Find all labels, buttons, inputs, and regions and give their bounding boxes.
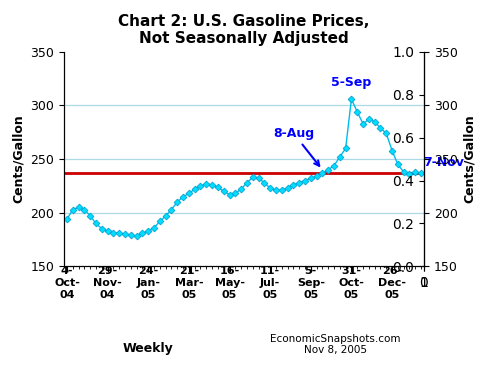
Text: 26-
Dec-
05: 26- Dec- 05 — [378, 266, 406, 300]
Y-axis label: Cents/Gallon: Cents/Gallon — [463, 115, 476, 204]
Y-axis label: Cents/Gallon: Cents/Gallon — [12, 115, 25, 204]
Text: EconomicSnapshots.com
Nov 8, 2005: EconomicSnapshots.com Nov 8, 2005 — [270, 334, 400, 355]
Text: 5-Sep: 5-Sep — [331, 76, 372, 89]
Text: 31-
Oct-
05: 31- Oct- 05 — [339, 266, 364, 300]
Text: 8-Aug: 8-Aug — [273, 127, 319, 166]
Text: 7-Nov: 7-Nov — [423, 155, 464, 169]
Text: 4-
Oct-
04: 4- Oct- 04 — [54, 266, 80, 300]
Title: Chart 2: U.S. Gasoline Prices,
Not Seasonally Adjusted: Chart 2: U.S. Gasoline Prices, Not Seaso… — [118, 14, 370, 47]
Text: 21-
Mar-
05: 21- Mar- 05 — [175, 266, 203, 300]
Text: 11-
Jul-
05: 11- Jul- 05 — [260, 266, 281, 300]
Text: 16-
May-
05: 16- May- 05 — [214, 266, 245, 300]
Text: 29-
Nov-
04: 29- Nov- 04 — [93, 266, 122, 300]
Text: 5-
Sep-
05: 5- Sep- 05 — [297, 266, 325, 300]
Text: Weekly: Weekly — [123, 342, 173, 355]
Text: 24-
Jan-
05: 24- Jan- 05 — [136, 266, 160, 300]
